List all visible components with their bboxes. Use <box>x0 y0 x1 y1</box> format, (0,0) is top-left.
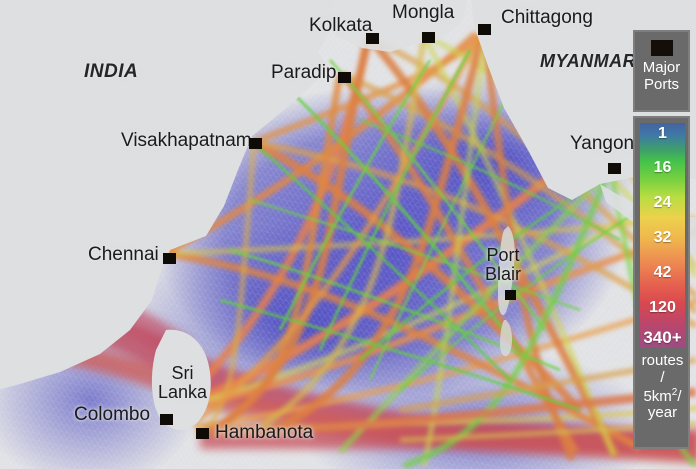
colorbar-tick-32: 32 <box>653 229 672 246</box>
colorbar-units: routes / 5km2/ year <box>640 352 685 422</box>
legend-major-ports-label: Major Ports <box>642 59 681 94</box>
sri-lanka-line2: Lanka <box>158 381 208 402</box>
country-label-myanmar: MYANMAR <box>540 51 637 71</box>
port-blair-line2: Blair <box>485 263 522 284</box>
legend-color-scale: 1 16 24 32 42 120 340+ routes / 5km2/ ye… <box>633 116 690 449</box>
port-marker-mongla[interactable] <box>422 32 435 43</box>
port-marker-chittagong[interactable] <box>478 24 491 35</box>
colorbar-units-line3: year <box>647 404 678 422</box>
port-label-colombo: Colombo <box>74 404 151 425</box>
place-label-port-blair: Port Blair <box>485 246 521 284</box>
colorbar-tick-120: 120 <box>649 299 676 316</box>
colorbar-units-line1: routes / <box>641 352 684 386</box>
port-label-kolkata: Kolkata <box>309 15 373 36</box>
colorbar-tick-24: 24 <box>653 194 672 211</box>
port-marker-colombo[interactable] <box>160 414 173 425</box>
units-superscript: 2 <box>671 386 678 398</box>
legend-ports-line2: Ports <box>643 75 679 93</box>
port-marker-hambanota[interactable] <box>196 428 209 439</box>
colorbar-tick-16: 16 <box>653 159 672 176</box>
port-label-mongla: Mongla <box>392 2 455 23</box>
port-marker-port-blair[interactable] <box>505 290 516 300</box>
colorbar-tick-340: 340+ <box>643 328 682 347</box>
port-marker-visakhapatnam[interactable] <box>249 138 262 149</box>
port-label-paradip: Paradip <box>271 62 337 83</box>
legend-major-ports: Major Ports <box>633 30 690 112</box>
units-km-prefix: 5km <box>643 387 672 405</box>
legend-ports-line1: Major <box>642 59 681 76</box>
place-label-sri-lanka: Sri Lanka <box>158 364 207 402</box>
port-marker-chennai[interactable] <box>163 253 176 264</box>
port-label-yangon: Yangon <box>570 133 635 154</box>
colorbar-gradient: 1 16 24 32 42 120 340+ <box>640 123 685 348</box>
port-marker-yangon[interactable] <box>608 163 621 174</box>
legend-port-swatch <box>650 40 673 56</box>
colorbar-tick-1: 1 <box>658 125 667 142</box>
sri-lanka-line1: Sri <box>171 363 194 383</box>
port-marker-kolkata[interactable] <box>366 33 379 44</box>
port-label-chennai: Chennai <box>88 244 159 265</box>
units-suffix: / <box>677 387 682 405</box>
port-marker-paradip[interactable] <box>338 72 351 83</box>
country-label-india: INDIA <box>84 61 139 82</box>
colorbar-units-line2: 5km2/ <box>640 387 685 406</box>
port-label-chittagong: Chittagong <box>501 7 593 28</box>
port-label-visakhapatnam: Visakhapatnam <box>121 130 252 151</box>
port-label-hambanota: Hambanota <box>215 422 314 443</box>
colorbar-tick-42: 42 <box>653 264 672 281</box>
port-blair-line1: Port <box>486 245 520 265</box>
